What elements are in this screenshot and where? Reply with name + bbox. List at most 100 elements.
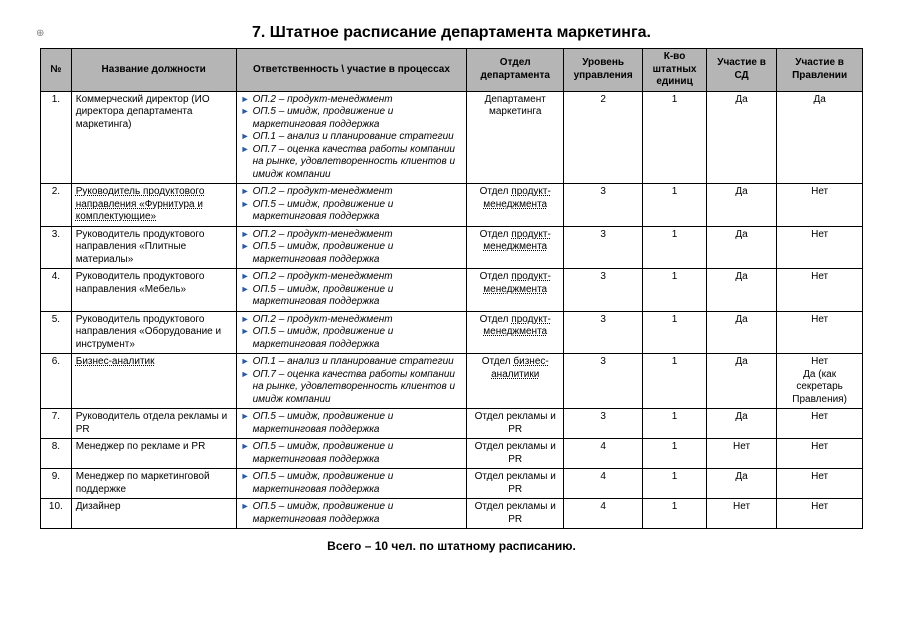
cell-num: 3.	[41, 226, 72, 269]
cell-position: Дизайнер	[71, 499, 236, 529]
cell-position: Бизнес-аналитик	[71, 354, 236, 409]
cell-responsibility: ОП.5 – имидж, продвижение и маркетингова…	[236, 469, 467, 499]
cell-position: Менеджер по маркетинговой поддержке	[71, 469, 236, 499]
cell-level: 2	[564, 91, 643, 184]
cell-responsibility: ОП.2 – продукт-менеджментОП.5 – имидж, п…	[236, 226, 467, 269]
cell-num: 5.	[41, 311, 72, 354]
table-row: 6.Бизнес-аналитикОП.1 – анализ и планиро…	[41, 354, 863, 409]
responsibility-item: ОП.5 – имидж, продвижение и маркетингова…	[241, 411, 463, 436]
responsibility-item: ОП.1 – анализ и планирование стратегии	[241, 131, 463, 144]
cell-num: 6.	[41, 354, 72, 409]
cell-department: Отдел рекламы и PR	[467, 409, 564, 439]
responsibility-item: ОП.5 – имидж, продвижение и маркетингова…	[241, 106, 463, 131]
cell-responsibility: ОП.2 – продукт-менеджментОП.5 – имидж, п…	[236, 311, 467, 354]
cell-board: Нет	[777, 409, 863, 439]
cell-count: 1	[643, 311, 707, 354]
cell-responsibility: ОП.1 – анализ и планирование стратегииОП…	[236, 354, 467, 409]
cell-sd: Да	[706, 269, 776, 312]
col-sd: Участие в СД	[706, 49, 776, 92]
cell-level: 4	[564, 469, 643, 499]
cell-sd: Да	[706, 226, 776, 269]
responsibility-item: ОП.2 – продукт-менеджмент	[241, 271, 463, 284]
responsibility-item: ОП.5 – имидж, продвижение и маркетингова…	[241, 284, 463, 309]
cell-board: Нет	[777, 439, 863, 469]
responsibility-item: ОП.5 – имидж, продвижение и маркетингова…	[241, 199, 463, 224]
anchor-mark-icon: ⊕	[36, 28, 44, 39]
cell-num: 8.	[41, 439, 72, 469]
cell-level: 3	[564, 354, 643, 409]
col-position: Название должности	[71, 49, 236, 92]
cell-sd: Нет	[706, 439, 776, 469]
cell-sd: Да	[706, 91, 776, 184]
cell-num: 7.	[41, 409, 72, 439]
table-row: 5.Руководитель продуктового направления …	[41, 311, 863, 354]
cell-level: 3	[564, 311, 643, 354]
col-count: К-во штатных единиц	[643, 49, 707, 92]
cell-num: 1.	[41, 91, 72, 184]
cell-position: Руководитель отдела рекламы и PR	[71, 409, 236, 439]
cell-num: 2.	[41, 184, 72, 227]
cell-level: 3	[564, 226, 643, 269]
col-responsibility: Ответственность \ участие в процессах	[236, 49, 467, 92]
table-row: 7.Руководитель отдела рекламы и PRОП.5 –…	[41, 409, 863, 439]
cell-responsibility: ОП.2 – продукт-менеджментОП.5 – имидж, п…	[236, 184, 467, 227]
col-board: Участие в Правлении	[777, 49, 863, 92]
table-row: 9.Менеджер по маркетинговой поддержкеОП.…	[41, 469, 863, 499]
footer-total: Всего – 10 чел. по штатному расписанию.	[40, 539, 863, 553]
cell-responsibility: ОП.2 – продукт-менеджментОП.5 – имидж, п…	[236, 269, 467, 312]
table-row: 2.Руководитель продуктового направления …	[41, 184, 863, 227]
responsibility-item: ОП.2 – продукт-менеджмент	[241, 186, 463, 199]
table-row: 4.Руководитель продуктового направления …	[41, 269, 863, 312]
responsibility-item: ОП.5 – имидж, продвижение и маркетингова…	[241, 471, 463, 496]
responsibility-item: ОП.2 – продукт-менеджмент	[241, 314, 463, 327]
page-title: 7. Штатное расписание департамента марке…	[40, 24, 863, 42]
cell-sd: Да	[706, 184, 776, 227]
cell-department: Отдел рекламы и PR	[467, 439, 564, 469]
cell-sd: Да	[706, 311, 776, 354]
cell-position: Руководитель продуктового направления «М…	[71, 269, 236, 312]
cell-count: 1	[643, 226, 707, 269]
responsibility-item: ОП.7 – оценка качества работы компании н…	[241, 144, 463, 182]
responsibility-item: ОП.5 – имидж, продвижение и маркетингова…	[241, 241, 463, 266]
cell-position: Руководитель продуктового направления «П…	[71, 226, 236, 269]
cell-num: 4.	[41, 269, 72, 312]
cell-board: Нет	[777, 469, 863, 499]
cell-department: Отдел рекламы и PR	[467, 499, 564, 529]
cell-responsibility: ОП.2 – продукт-менеджментОП.5 – имидж, п…	[236, 91, 467, 184]
cell-board: Нет	[777, 311, 863, 354]
cell-department: Отдел продукт-менеджмента	[467, 226, 564, 269]
cell-sd: Нет	[706, 499, 776, 529]
cell-board: Нет	[777, 269, 863, 312]
cell-sd: Да	[706, 409, 776, 439]
cell-level: 3	[564, 184, 643, 227]
cell-responsibility: ОП.5 – имидж, продвижение и маркетингова…	[236, 439, 467, 469]
table-row: 10.ДизайнерОП.5 – имидж, продвижение и м…	[41, 499, 863, 529]
table-row: 8.Менеджер по рекламе и PRОП.5 – имидж, …	[41, 439, 863, 469]
cell-board: Нет	[777, 226, 863, 269]
cell-position: Руководитель продуктового направления «Ф…	[71, 184, 236, 227]
cell-level: 4	[564, 439, 643, 469]
responsibility-item: ОП.2 – продукт-менеджмент	[241, 229, 463, 242]
cell-board: Нет	[777, 184, 863, 227]
cell-count: 1	[643, 354, 707, 409]
cell-position: Коммерческий директор (ИО директора депа…	[71, 91, 236, 184]
cell-count: 1	[643, 184, 707, 227]
cell-responsibility: ОП.5 – имидж, продвижение и маркетингова…	[236, 499, 467, 529]
cell-count: 1	[643, 91, 707, 184]
cell-level: 4	[564, 499, 643, 529]
cell-count: 1	[643, 409, 707, 439]
cell-sd: Да	[706, 354, 776, 409]
cell-board: Да	[777, 91, 863, 184]
col-department: Отдел департамента	[467, 49, 564, 92]
cell-position: Менеджер по рекламе и PR	[71, 439, 236, 469]
col-level: Уровень управления	[564, 49, 643, 92]
cell-count: 1	[643, 439, 707, 469]
responsibility-item: ОП.7 – оценка качества работы компании н…	[241, 369, 463, 407]
cell-position: Руководитель продуктового направления «О…	[71, 311, 236, 354]
cell-department: Отдел рекламы и PR	[467, 469, 564, 499]
responsibility-item: ОП.5 – имидж, продвижение и маркетингова…	[241, 501, 463, 526]
responsibility-item: ОП.5 – имидж, продвижение и маркетингова…	[241, 441, 463, 466]
col-num: №	[41, 49, 72, 92]
cell-count: 1	[643, 499, 707, 529]
cell-department: Отдел продукт-менеджмента	[467, 184, 564, 227]
